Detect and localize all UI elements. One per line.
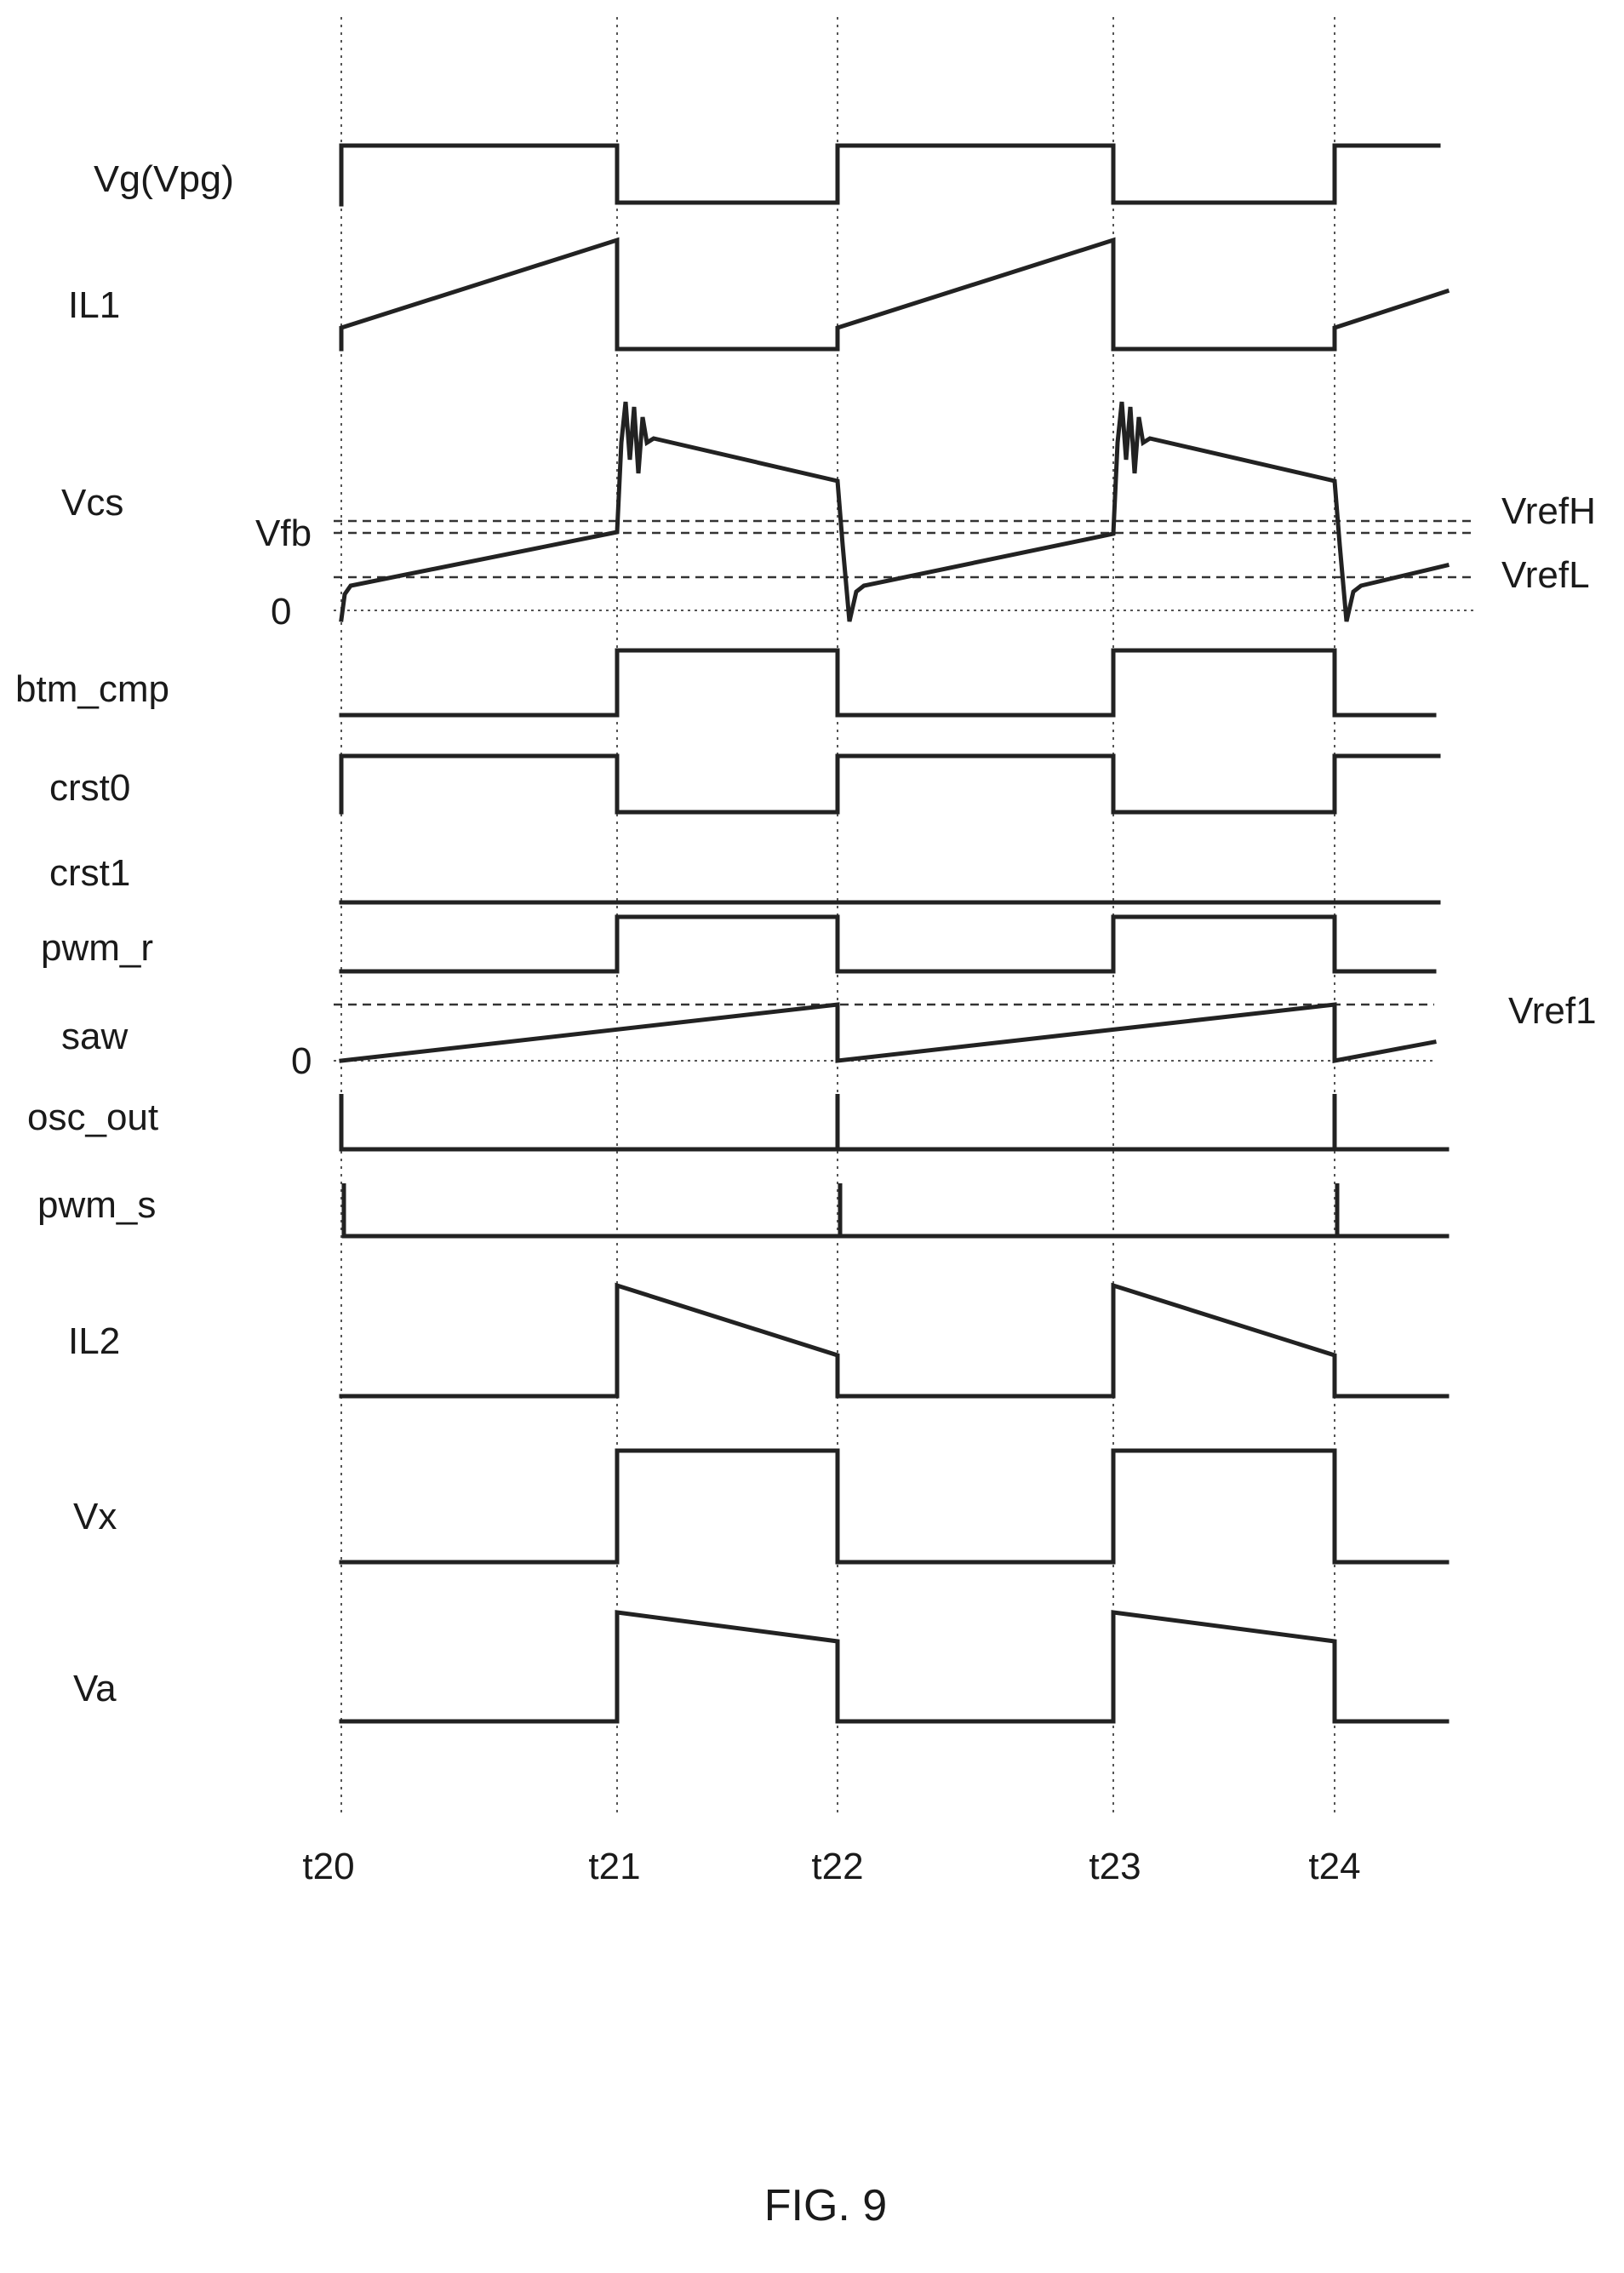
vref1-label: Vref1 xyxy=(1508,990,1597,1032)
signal-label-il1: IL1 xyxy=(68,284,120,326)
signal-label-vx: Vx xyxy=(73,1496,117,1537)
vcs-waveform xyxy=(339,401,1450,622)
signal-label-vcs: Vcs xyxy=(61,482,123,524)
saw-zero-label: 0 xyxy=(291,1040,312,1082)
il1-waveform xyxy=(339,237,1450,352)
waveforms xyxy=(339,143,1450,1724)
time-label-t20: t20 xyxy=(302,1846,354,1887)
time-label-t24: t24 xyxy=(1308,1846,1360,1887)
vx-waveform xyxy=(339,1448,1450,1565)
reference-labels: Vfb 0 VrefH VrefL Vref1 0 xyxy=(255,490,1597,1082)
signal-label-il2: IL2 xyxy=(68,1320,120,1362)
vcs-zero-label: 0 xyxy=(271,591,291,633)
btm-cmp-waveform xyxy=(339,648,1437,718)
reference-lines xyxy=(334,519,1477,1062)
signal-label-pwm-r: pwm_r xyxy=(41,927,153,969)
signal-label-btm-cmp: btm_cmp xyxy=(15,668,169,710)
vrefl-label: VrefL xyxy=(1501,554,1590,596)
signal-label-crst0: crst0 xyxy=(49,767,130,809)
time-label-t21: t21 xyxy=(588,1846,640,1887)
va-waveform xyxy=(339,1610,1450,1724)
osc-out-waveform xyxy=(339,1094,1450,1152)
vrefh-label: VrefH xyxy=(1501,490,1596,532)
vg-waveform xyxy=(339,143,1441,207)
signal-label-osc-out: osc_out xyxy=(27,1096,158,1138)
pwm-r-waveform xyxy=(339,914,1437,974)
figure-caption: FIG. 9 xyxy=(764,2181,887,2230)
time-label-t23: t23 xyxy=(1089,1846,1141,1887)
signal-label-vg: Vg(Vpg) xyxy=(94,158,234,200)
vfb-label: Vfb xyxy=(255,512,312,554)
signal-label-saw: saw xyxy=(61,1016,128,1057)
time-label-t22: t22 xyxy=(811,1846,863,1887)
il2-waveform xyxy=(339,1282,1450,1399)
signal-label-pwm-s: pwm_s xyxy=(37,1184,156,1226)
time-labels: t20 t21 t22 t23 t24 xyxy=(302,1846,1360,1887)
signal-label-crst1: crst1 xyxy=(49,852,130,894)
crst0-waveform xyxy=(339,753,1441,815)
signal-label-va: Va xyxy=(73,1668,117,1709)
pwm-s-waveform xyxy=(341,1183,1450,1239)
signal-labels: Vg(Vpg) IL1 Vcs btm_cmp crst0 crst1 pwm_… xyxy=(15,158,234,1709)
saw-waveform xyxy=(339,1002,1437,1064)
